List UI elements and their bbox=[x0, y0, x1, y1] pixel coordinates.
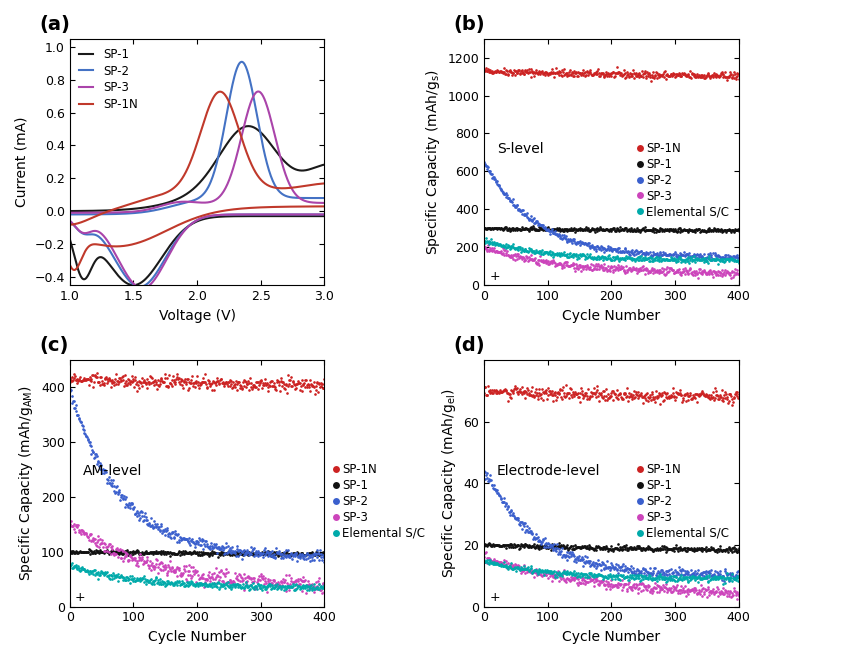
X-axis label: Cycle Number: Cycle Number bbox=[562, 308, 661, 322]
Text: +: + bbox=[489, 270, 500, 283]
Legend: SP-1, SP-2, SP-3, SP-1N: SP-1, SP-2, SP-3, SP-1N bbox=[76, 45, 141, 114]
Text: (d): (d) bbox=[454, 336, 485, 355]
Legend: SP-1N, SP-1, SP-2, SP-3, Elemental S/C: SP-1N, SP-1, SP-2, SP-3, Elemental S/C bbox=[635, 459, 733, 544]
X-axis label: Cycle Number: Cycle Number bbox=[562, 630, 661, 644]
Legend: SP-1N, SP-1, SP-2, SP-3, Elemental S/C: SP-1N, SP-1, SP-2, SP-3, Elemental S/C bbox=[330, 459, 429, 544]
Text: AM-level: AM-level bbox=[82, 463, 142, 478]
Text: (b): (b) bbox=[454, 14, 485, 34]
Y-axis label: Specific Capacity (mAh/g$_\mathregular{el}$): Specific Capacity (mAh/g$_\mathregular{e… bbox=[440, 389, 458, 578]
Text: (c): (c) bbox=[39, 336, 69, 355]
Legend: SP-1N, SP-1, SP-2, SP-3, Elemental S/C: SP-1N, SP-1, SP-2, SP-3, Elemental S/C bbox=[635, 138, 733, 222]
Y-axis label: Specific Capacity (mAh/g$_\mathregular{AM}$): Specific Capacity (mAh/g$_\mathregular{A… bbox=[17, 386, 35, 581]
Text: (a): (a) bbox=[39, 14, 70, 34]
Text: +: + bbox=[75, 591, 86, 604]
Text: +: + bbox=[489, 591, 500, 604]
X-axis label: Voltage (V): Voltage (V) bbox=[159, 308, 236, 322]
Y-axis label: Specific Capacity (mAh/g$_\mathregular{s}$): Specific Capacity (mAh/g$_\mathregular{s… bbox=[424, 69, 442, 255]
Y-axis label: Current (mA): Current (mA) bbox=[15, 117, 29, 207]
X-axis label: Cycle Number: Cycle Number bbox=[148, 630, 246, 644]
Text: S-level: S-level bbox=[497, 142, 543, 156]
Text: Electrode-level: Electrode-level bbox=[497, 463, 601, 478]
